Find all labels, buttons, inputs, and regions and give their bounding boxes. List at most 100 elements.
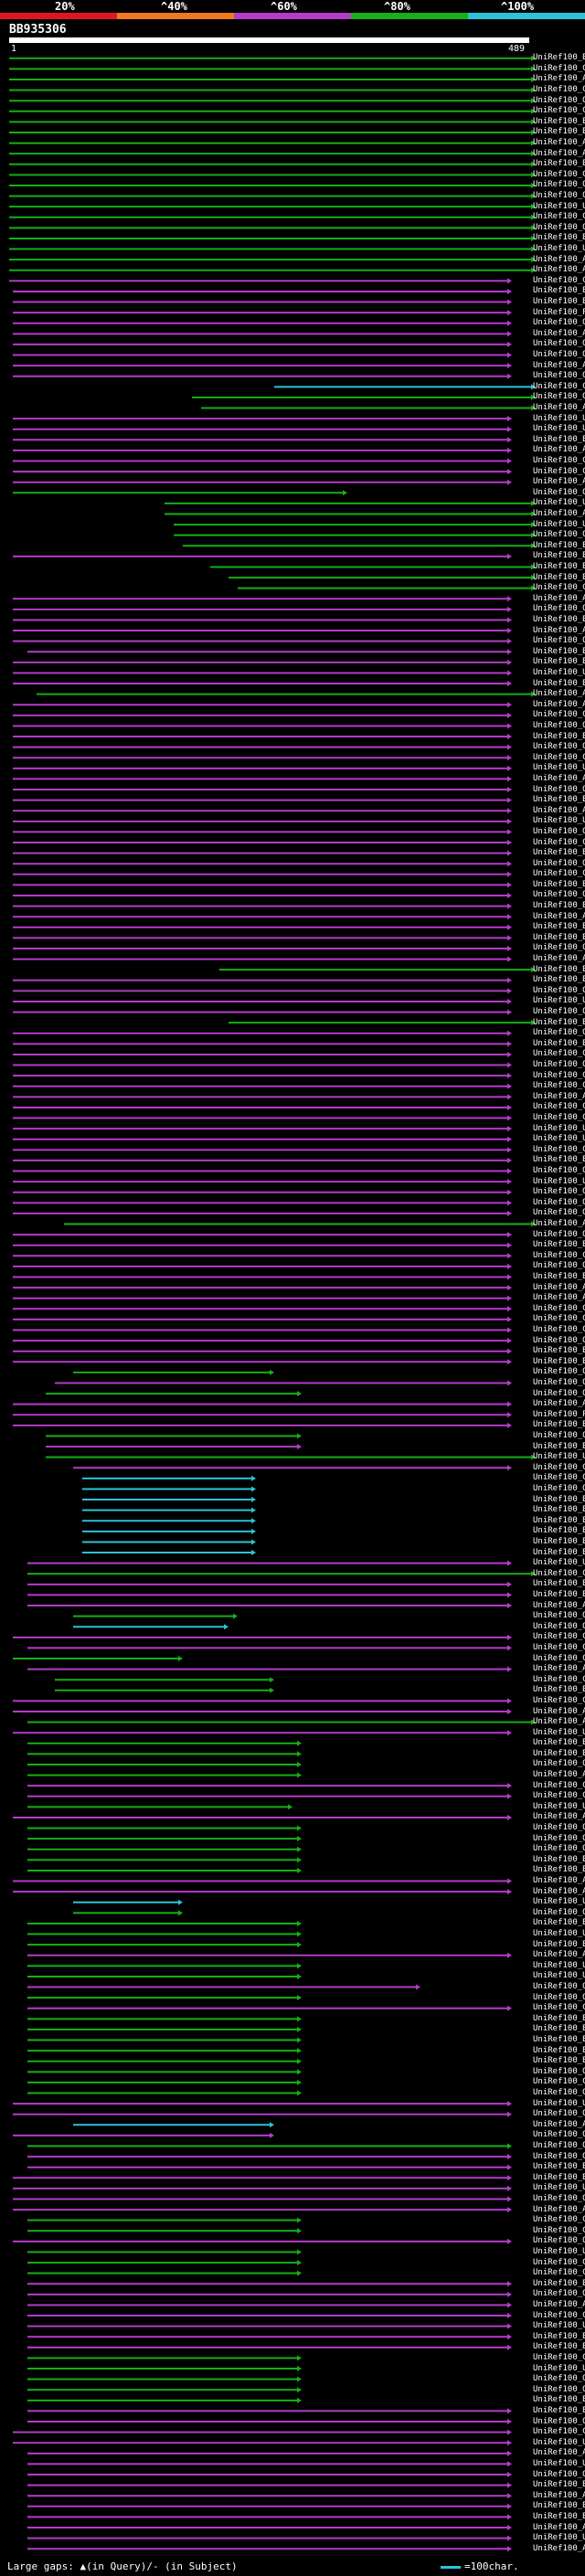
hit-row[interactable] [9, 108, 536, 114]
hit-row[interactable] [13, 945, 512, 951]
hit-label[interactable]: UniRef100_A5DVD6 [533, 1876, 585, 1886]
hit-row[interactable] [13, 914, 512, 920]
hit-row[interactable] [13, 892, 512, 898]
hit-label[interactable]: UniRef100_B3RF51 [533, 1738, 585, 1748]
hit-label[interactable]: UniRef100_UP1000... [533, 498, 585, 508]
hit-label[interactable]: UniRef100_A8QCP8 [533, 1706, 585, 1716]
hit-label[interactable]: UniRef100_C5JS62 [533, 2077, 585, 2087]
hit-row[interactable] [73, 1613, 238, 1619]
hit-label[interactable]: UniRef100_C6LRD6 [533, 2427, 585, 2437]
hit-label[interactable]: UniRef100_B9FGW5 [533, 2480, 585, 2490]
hit-label[interactable]: UniRef100_B8RBP4 [533, 1579, 585, 1589]
hit-label[interactable]: UniRef100_UP1000... [533, 2183, 585, 2193]
hit-row[interactable] [174, 522, 536, 528]
hit-row[interactable] [13, 1316, 512, 1322]
hit-row[interactable] [27, 1846, 302, 1852]
hit-label[interactable]: UniRef100_B9IEM2 [533, 2395, 585, 2405]
hit-label[interactable]: UniRef100_B9GQH5 [533, 286, 585, 296]
hit-label[interactable]: UniRef100_B3B0C8 [533, 932, 585, 942]
hit-row[interactable] [13, 1306, 512, 1312]
hit-row[interactable] [13, 1104, 512, 1110]
hit-row[interactable] [27, 2482, 512, 2488]
hit-label[interactable]: UniRef100_A7QRN1 [533, 689, 585, 699]
hit-label[interactable]: UniRef100_A5E5L3 [533, 360, 585, 370]
hit-label[interactable]: UniRef100_Q9FT78 [533, 180, 585, 190]
hit-label[interactable]: UniRef100_B3RQZ9 [533, 2511, 585, 2521]
hit-label[interactable]: UniRef100_B0M9C1 [533, 2331, 585, 2341]
hit-row[interactable] [13, 1136, 512, 1142]
hit-label[interactable]: UniRef100_Q75DT3 [533, 636, 585, 646]
hit-row[interactable] [13, 818, 512, 824]
hit-label[interactable]: UniRef100_A6LB08 [533, 1950, 585, 1960]
hit-label[interactable]: UniRef100_B5WEY6 [533, 2013, 585, 2023]
hit-row[interactable] [13, 1327, 512, 1333]
hit-label[interactable]: UniRef100_Q22G86 [533, 2236, 585, 2246]
hit-label[interactable]: UniRef100_B9FB07 [533, 614, 585, 624]
hit-label[interactable]: UniRef100_C1DI34 [533, 1695, 585, 1705]
hit-row[interactable] [13, 2132, 274, 2138]
hit-label[interactable]: UniRef100_O25741 [533, 487, 585, 497]
hit-label[interactable]: UniRef100_Q6BNQ1 [533, 742, 585, 752]
hit-row[interactable] [13, 1295, 512, 1301]
hit-row[interactable] [9, 140, 536, 146]
hit-label[interactable]: UniRef100_Q5CKC4 [533, 826, 585, 836]
hit-label[interactable]: UniRef100_B6KV20 [533, 434, 585, 444]
hit-row[interactable] [27, 2069, 302, 2075]
hit-label[interactable]: UniRef100_Q4DH44 [533, 1335, 585, 1345]
hit-label[interactable]: UniRef100_B8NMC7 [533, 1155, 585, 1165]
hit-label[interactable]: UniRef100_A2YHE4 [533, 328, 585, 338]
hit-label[interactable]: UniRef100_C5WYK8 [533, 583, 585, 593]
hit-row[interactable] [27, 1942, 302, 1948]
hit-row[interactable] [73, 1369, 274, 1375]
hit-row[interactable] [27, 2419, 512, 2425]
hit-row[interactable] [27, 2058, 302, 2064]
hit-row[interactable] [27, 1804, 292, 1810]
hit-row[interactable] [13, 1115, 512, 1121]
hit-row[interactable] [27, 1603, 512, 1609]
hit-row[interactable] [13, 469, 512, 475]
hit-row[interactable] [13, 2238, 512, 2244]
hit-row[interactable] [27, 2079, 302, 2085]
hit-row[interactable] [13, 2101, 512, 2107]
hit-label[interactable]: UniRef100_C0PHL8 [533, 212, 585, 222]
hit-label[interactable]: UniRef100_B6T9N1 [533, 127, 585, 137]
hit-label[interactable]: UniRef100_UP1000... [533, 1134, 585, 1144]
hit-label[interactable]: UniRef100_A9IDD3 [533, 1717, 585, 1727]
hit-label[interactable]: UniRef100_B6KG68 [533, 1589, 585, 1599]
hit-label[interactable]: UniRef100_A6RFC9 [533, 1091, 585, 1101]
hit-label[interactable]: UniRef100_B6KT99 [533, 731, 585, 741]
hit-row[interactable] [27, 2249, 302, 2255]
hit-row[interactable] [13, 998, 512, 1004]
hit-row[interactable] [13, 977, 512, 983]
hit-row[interactable] [27, 1560, 512, 1566]
hit-label[interactable]: UniRef100_A9F6B6 [533, 2204, 585, 2214]
hit-label[interactable]: UniRef100_A7Q0B0 [533, 254, 585, 264]
hit-label[interactable]: UniRef100_B6T9V0 [533, 1017, 585, 1027]
hit-label[interactable]: UniRef100_A2ZG06 [533, 138, 585, 148]
hit-label[interactable]: UniRef100_C6SXW1 [533, 169, 585, 179]
hit-row[interactable] [13, 935, 512, 941]
hit-label[interactable]: UniRef100_P28707 [533, 1409, 585, 1419]
hit-label[interactable]: UniRef100_Q23280 [533, 1833, 585, 1843]
hit-row[interactable] [13, 1401, 512, 1407]
hit-row[interactable] [13, 490, 347, 496]
hit-label[interactable]: UniRef100_Q6S056 [533, 2193, 585, 2203]
hit-row[interactable] [13, 2207, 512, 2213]
hit-row[interactable] [27, 1825, 302, 1831]
hit-label[interactable]: UniRef100_Q10K16 [533, 318, 585, 328]
hit-label[interactable]: UniRef100_C4YSD5 [533, 1113, 585, 1123]
hit-row[interactable] [73, 1465, 512, 1471]
hit-row[interactable] [27, 1995, 302, 2001]
hit-row[interactable] [27, 2334, 512, 2340]
hit-row[interactable] [27, 2228, 302, 2234]
hit-label[interactable]: UniRef100_UP1000... [533, 519, 585, 529]
hit-row[interactable] [13, 1094, 512, 1100]
hit-label[interactable]: UniRef100_Q1I1I8 [533, 1611, 585, 1621]
hit-label[interactable]: UniRef100_B4NYC3 [533, 1865, 585, 1875]
hit-row[interactable] [46, 1454, 536, 1460]
hit-row[interactable] [13, 1051, 512, 1057]
hit-row[interactable] [13, 1083, 512, 1089]
hit-label[interactable]: UniRef100_UP1000... [533, 1960, 585, 1970]
hit-row[interactable] [13, 808, 512, 814]
hit-label[interactable]: UniRef100_C1N3R3 [533, 1049, 585, 1059]
